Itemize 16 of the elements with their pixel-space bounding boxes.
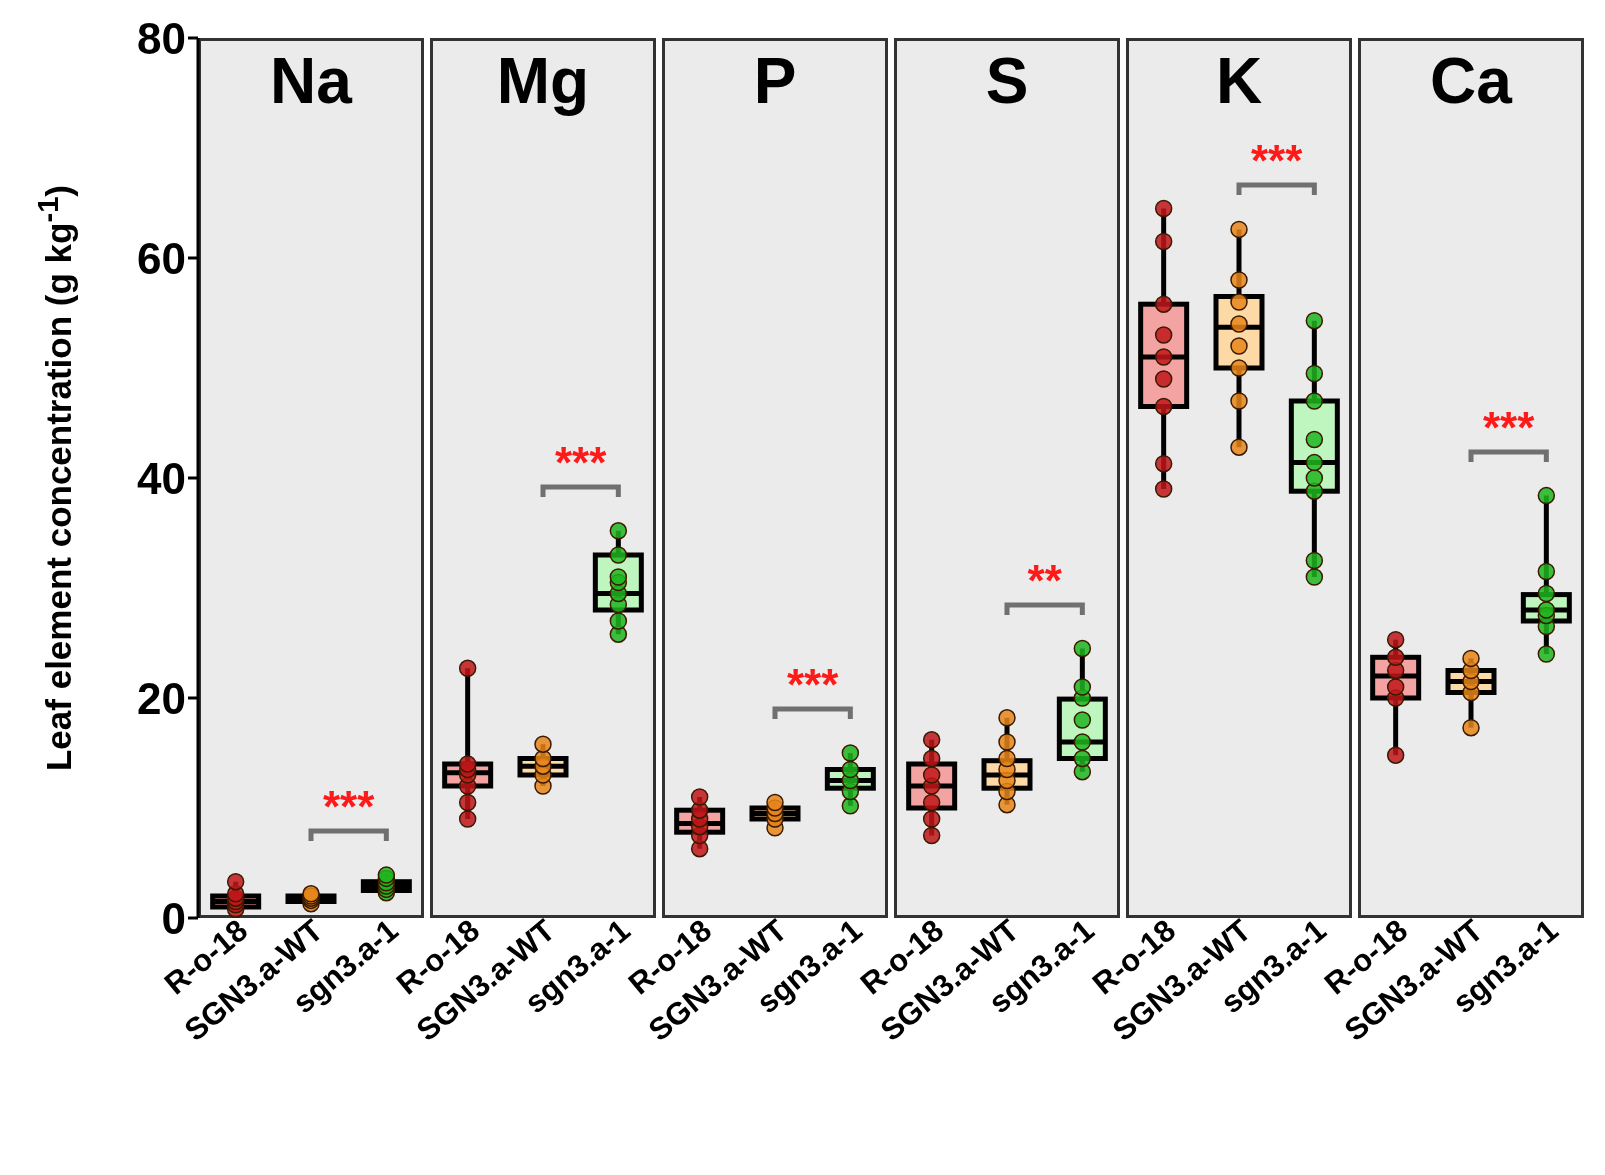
- chart-title: Mg: [495, 44, 591, 118]
- annotation: ***: [553, 437, 608, 487]
- annotation: ***: [321, 782, 376, 832]
- y-tick-label: 20: [137, 673, 186, 723]
- annotation: ***: [1249, 136, 1304, 186]
- chart-title: K: [1214, 44, 1264, 118]
- y-tick-label: 60: [137, 233, 186, 283]
- y-tick-label: 40: [137, 453, 186, 503]
- annotation: **: [1026, 555, 1063, 605]
- chart-title: P: [752, 44, 798, 118]
- y-tick-label: 80: [137, 13, 186, 63]
- chart-title: Na: [269, 44, 354, 118]
- annotation: ***: [1481, 402, 1536, 452]
- chart-title: S: [984, 44, 1030, 118]
- annotation: ***: [785, 660, 840, 709]
- chart-title: Ca: [1429, 44, 1514, 118]
